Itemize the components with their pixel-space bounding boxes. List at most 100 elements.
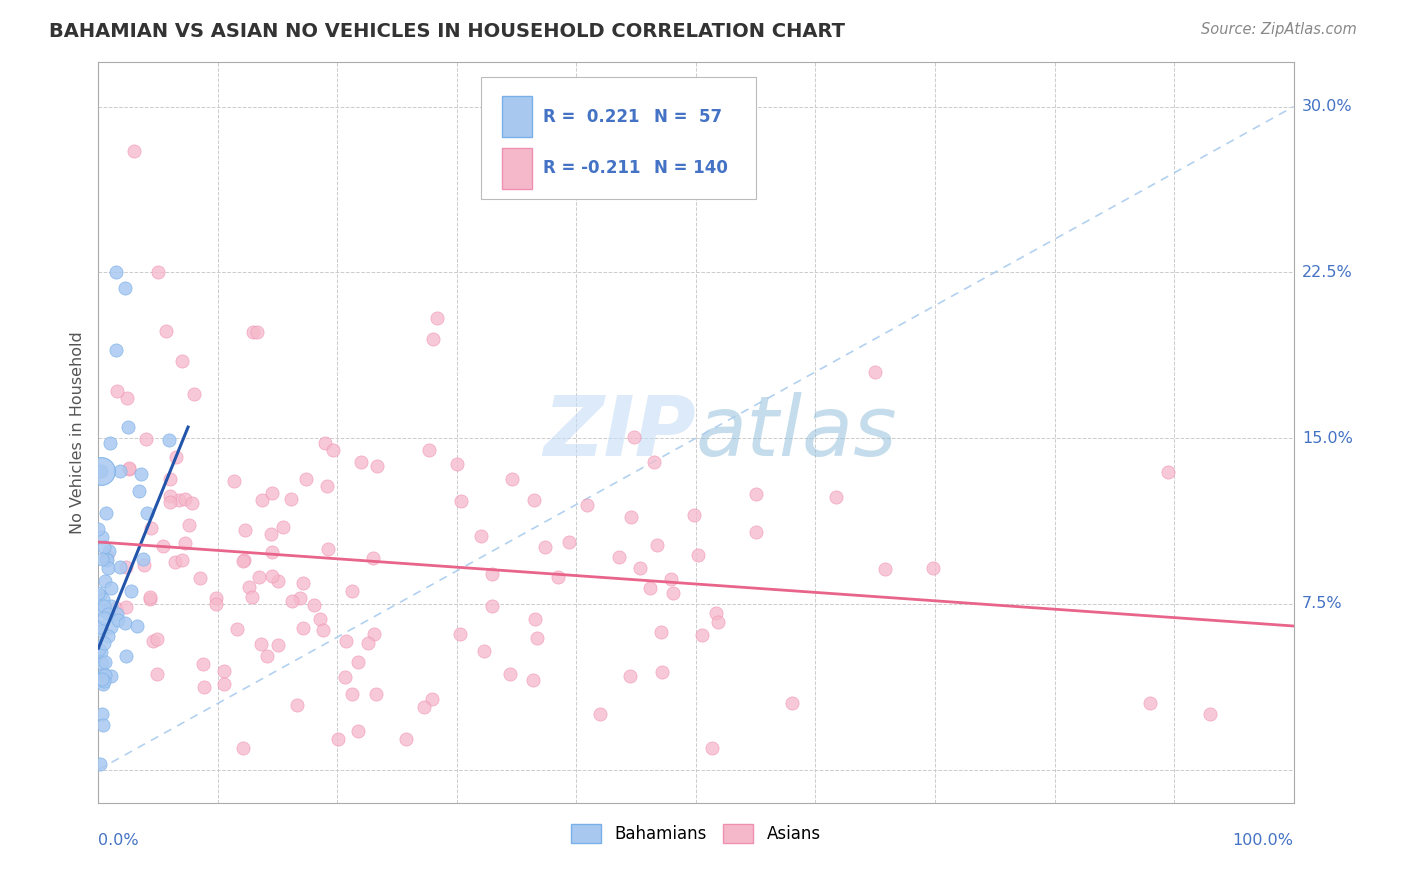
Point	[250, 637, 273, 651]
Point	[90, 464, 112, 478]
Text: R = -0.211: R = -0.211	[543, 160, 641, 178]
Text: 15.0%: 15.0%	[1302, 431, 1353, 446]
Point	[183, 387, 205, 401]
Point	[340, 584, 363, 599]
Point	[526, 632, 548, 646]
Point	[94, 655, 117, 669]
Point	[260, 568, 283, 582]
Point	[100, 581, 122, 595]
Point	[659, 572, 682, 586]
Point	[100, 620, 122, 634]
Text: N =  57: N = 57	[654, 108, 723, 126]
Point	[865, 365, 887, 379]
Point	[700, 740, 723, 755]
Point	[481, 566, 503, 581]
Point	[193, 657, 215, 671]
Point	[94, 667, 117, 681]
Point	[333, 670, 356, 684]
Point	[96, 549, 118, 563]
Point	[422, 332, 444, 346]
Point	[426, 310, 449, 325]
Point	[193, 680, 215, 694]
Bar	[502, 96, 533, 137]
Point	[316, 478, 339, 492]
Point	[188, 571, 211, 585]
Point	[155, 324, 177, 338]
Point	[335, 634, 357, 648]
Text: 30.0%: 30.0%	[1302, 99, 1353, 114]
Point	[97, 560, 120, 574]
Point	[366, 459, 388, 474]
Point	[107, 613, 129, 627]
Point	[157, 434, 180, 448]
Point	[449, 627, 471, 641]
Point	[87, 673, 110, 688]
Point	[232, 740, 254, 755]
Text: 22.5%: 22.5%	[1302, 265, 1353, 280]
Point	[1139, 697, 1161, 711]
Point	[690, 628, 713, 642]
Point	[260, 485, 283, 500]
Text: 7.5%: 7.5%	[1302, 597, 1343, 611]
Point	[576, 498, 599, 512]
Point	[745, 487, 768, 501]
Point	[620, 510, 643, 524]
Point	[93, 611, 115, 625]
Point	[174, 536, 197, 550]
Point	[204, 597, 226, 611]
Point	[1199, 707, 1222, 722]
Point	[159, 472, 181, 486]
Point	[707, 615, 730, 629]
Point	[346, 655, 368, 669]
Point	[100, 599, 122, 614]
Point	[470, 528, 492, 542]
Point	[96, 553, 118, 567]
Point	[288, 591, 311, 606]
Point	[146, 632, 169, 647]
Point	[91, 552, 114, 566]
Point	[651, 665, 673, 679]
Point	[97, 629, 120, 643]
Point	[446, 457, 468, 471]
Point	[623, 430, 645, 444]
Point	[87, 586, 110, 600]
Point	[93, 667, 115, 681]
Point	[222, 474, 245, 488]
Point	[124, 144, 146, 158]
Point	[91, 591, 114, 606]
Point	[93, 673, 115, 688]
Point	[159, 490, 181, 504]
Point	[256, 649, 278, 664]
Point	[662, 586, 685, 600]
Point	[498, 666, 520, 681]
Point	[308, 612, 330, 626]
Point	[132, 558, 155, 572]
Text: Source: ZipAtlas.com: Source: ZipAtlas.com	[1201, 22, 1357, 37]
Point	[523, 611, 546, 625]
Point	[89, 756, 111, 771]
Point	[322, 442, 344, 457]
Point	[120, 584, 142, 599]
Point	[361, 551, 384, 566]
Point	[474, 644, 496, 658]
Point	[87, 522, 110, 536]
Point	[89, 588, 111, 602]
Point	[238, 580, 260, 594]
Point	[105, 343, 128, 357]
Point	[650, 625, 672, 640]
Point	[450, 494, 472, 508]
Point	[522, 673, 544, 688]
Point	[280, 491, 302, 506]
Point	[91, 707, 114, 722]
Point	[247, 570, 270, 584]
Point	[246, 326, 269, 340]
Point	[181, 496, 204, 510]
Point	[115, 391, 138, 405]
Point	[686, 548, 709, 562]
Point	[413, 700, 436, 714]
Point	[645, 538, 668, 552]
Point	[619, 669, 641, 683]
Point	[250, 493, 273, 508]
Point	[163, 555, 186, 569]
Point	[93, 635, 115, 649]
